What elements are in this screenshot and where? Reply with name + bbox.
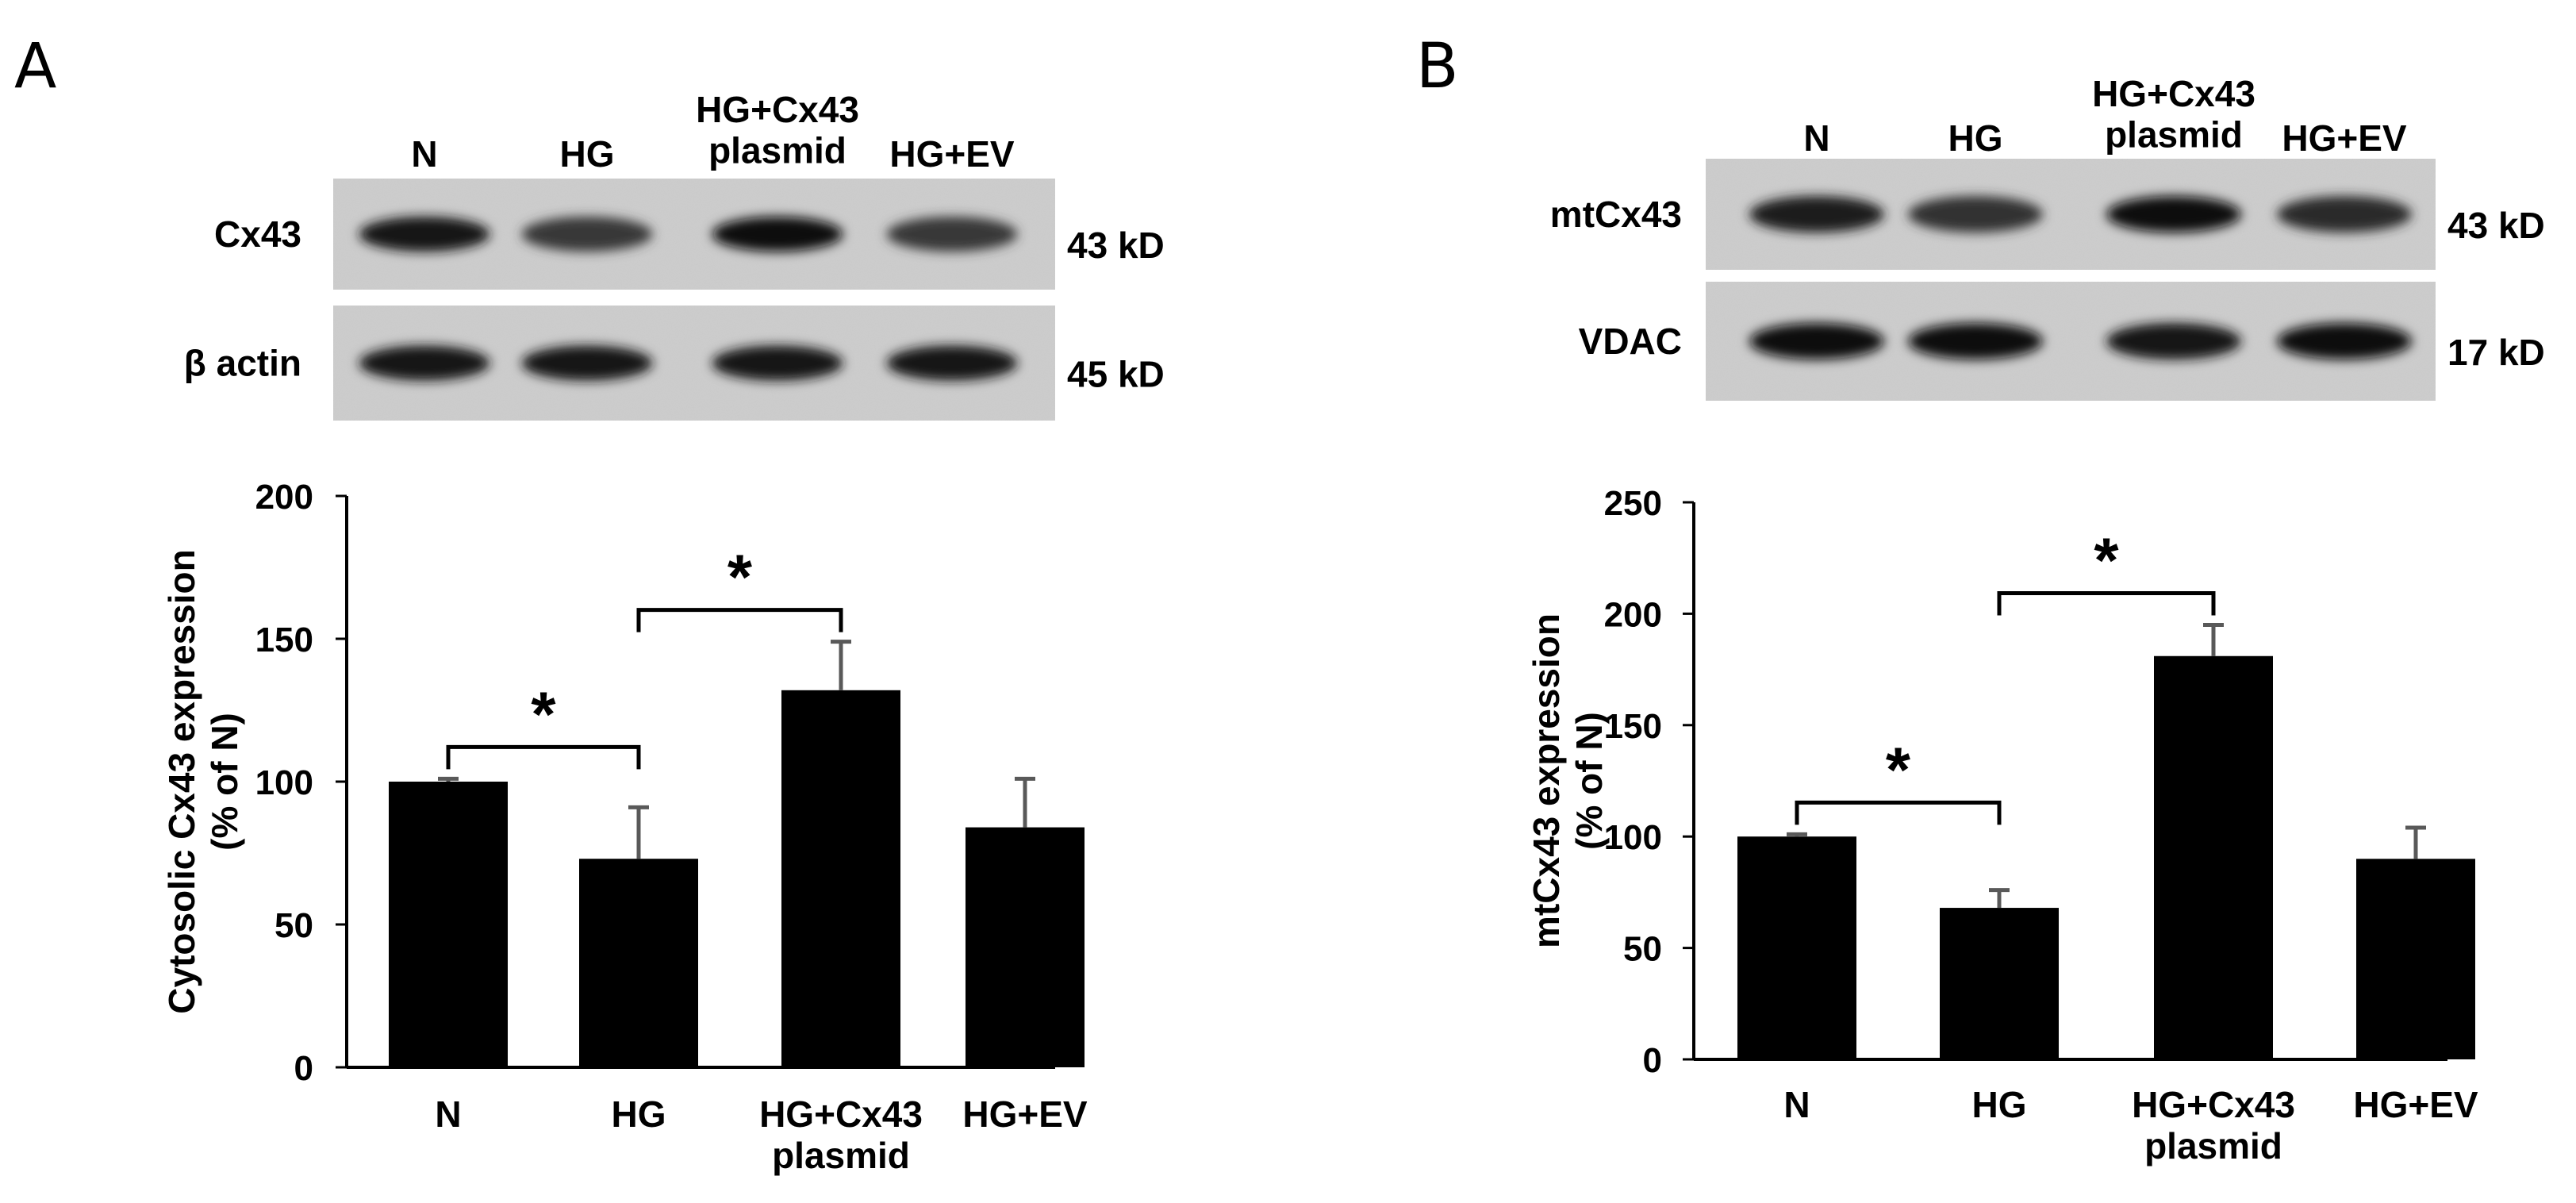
x-tick-label: N [1783, 1084, 1810, 1125]
lane-label: HG [560, 133, 615, 175]
y-tick-label: 250 [1604, 484, 1662, 523]
blot-row-label: VDAC [1579, 321, 1682, 362]
blot-size-label: 43 kD [2447, 205, 2545, 246]
blot-band [2277, 323, 2412, 359]
lane-label: HG+Cx43 plasmid [696, 89, 859, 171]
bar [2356, 859, 2475, 1059]
significance-star: * [1886, 734, 1911, 805]
x-tick-label: HG [1972, 1084, 2027, 1125]
blot-band [2106, 323, 2241, 359]
y-tick-label: 100 [1604, 818, 1662, 857]
y-tick-label: 100 [255, 763, 313, 802]
significance-bracket [446, 744, 641, 770]
significance-star: * [2094, 525, 2119, 595]
blot-size-label: 17 kD [2447, 332, 2545, 373]
blot-size-label: 45 kD [1067, 354, 1165, 395]
blot-row-label: mtCx43 [1550, 194, 1682, 235]
blot-band [1908, 323, 2043, 359]
y-tick-label: 0 [1643, 1041, 1662, 1080]
y-tick-label: 150 [1604, 707, 1662, 746]
lane-label: N [1803, 117, 1829, 159]
blot-band [521, 217, 653, 252]
bar [389, 782, 508, 1067]
significance-bracket [1795, 800, 2002, 825]
panel-letter-a: A [14, 31, 56, 102]
bar-chart-b: 0 50 100 150 200 250 mtCx43 expression(% of N)… [1526, 484, 2478, 1166]
lane-label: N [411, 133, 437, 175]
blot-band [886, 217, 1018, 252]
significance-bracket [1997, 590, 2216, 616]
blot-row-label: Cx43 [214, 213, 301, 255]
bar-chart-a: 0 50 100 150 200 Cytosolic Cx43 expression(% … [161, 478, 1088, 1176]
blot-band [886, 345, 1018, 381]
blot-a: N HG HG+Cx43 plasmid HG+EV Cx43 43 kD β actin 45… [184, 89, 1165, 421]
y-axis-label: Cytosolic Cx43 expression(% of N) [161, 549, 245, 1013]
y-tick-label: 200 [1604, 595, 1662, 634]
significance-bracket [636, 608, 843, 632]
blot-band [2277, 196, 2412, 233]
blot-band [359, 345, 490, 381]
y-tick-label: 150 [255, 621, 313, 659]
blot-band [2106, 196, 2241, 233]
x-tick-label: HG+Cx43 plasmid [759, 1093, 923, 1176]
panel-b: B N HG HG+Cx43 plasmid HG+EV mtCx43 43 kD VDAC 1… [1416, 31, 2545, 1166]
y-tick-label: 0 [294, 1049, 313, 1088]
lane-label: HG+Cx43 plasmid [2092, 73, 2255, 156]
panel-a: A N HG HG+Cx43 plasmid HG+EV Cx43 43 kD β actin… [14, 31, 1165, 1176]
x-tick-label: HG+EV [962, 1093, 1088, 1135]
blot-band [712, 345, 843, 381]
blot-band [712, 217, 843, 252]
blot-band [521, 345, 653, 381]
blot-band [1749, 196, 1884, 233]
blot-band [359, 217, 490, 252]
lane-label: HG [1948, 117, 2003, 159]
significance-star: * [727, 542, 753, 613]
blot-b: N HG HG+Cx43 plasmid HG+EV mtCx43 43 kD VDAC 17 … [1550, 73, 2545, 401]
x-tick-label: HG [612, 1093, 666, 1135]
bar [2154, 655, 2273, 1059]
x-tick-label: HG+EV [2353, 1084, 2478, 1125]
x-tick-label: N [435, 1093, 461, 1135]
y-tick-label: 50 [274, 906, 313, 945]
blot-row-label: β actin [184, 343, 301, 384]
lane-label: HG+EV [889, 133, 1015, 175]
y-axis-label: mtCx43 expression(% of N) [1526, 613, 1610, 948]
bar [1940, 908, 2059, 1059]
lane-label: HG+EV [2282, 117, 2407, 159]
blot-band [1908, 196, 2043, 233]
y-tick-label: 200 [255, 478, 313, 517]
y-tick-label: 50 [1623, 930, 1662, 969]
significance-star: * [531, 678, 556, 749]
bar [781, 690, 900, 1067]
x-tick-label: HG+Cx43 plasmid [2132, 1084, 2295, 1166]
bar [966, 827, 1085, 1067]
bar [1737, 836, 1856, 1059]
panel-letter-b: B [1416, 31, 1459, 102]
blot-size-label: 43 kD [1067, 225, 1165, 266]
bar [579, 859, 698, 1067]
blot-band [1749, 323, 1884, 359]
